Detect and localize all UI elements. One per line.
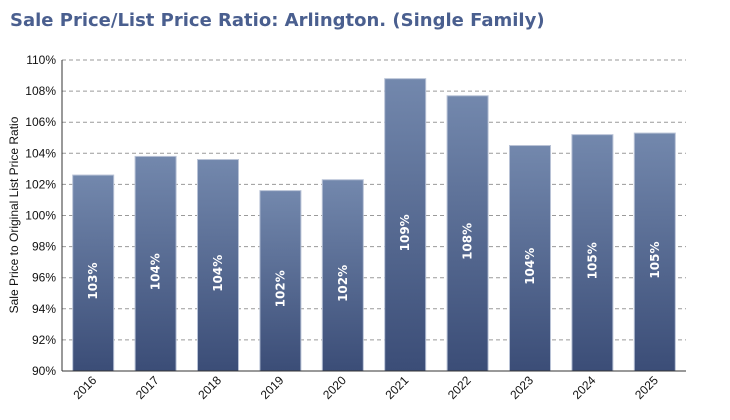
- chart-title: Sale Price/List Price Ratio: Arlington. …: [10, 10, 545, 31]
- bar-data-label: 104%: [211, 255, 225, 292]
- bar-data-label: 109%: [398, 214, 412, 251]
- bar-data-label: 105%: [648, 242, 662, 279]
- bar: [384, 78, 427, 372]
- y-tick-label: 96%: [32, 271, 56, 285]
- bar-data-label: 104%: [149, 253, 163, 290]
- x-tick-label: 2016: [71, 373, 100, 402]
- bar: [509, 145, 551, 372]
- bar-data-label: 105%: [585, 242, 599, 279]
- bar: [633, 132, 676, 372]
- y-tick-label: 90%: [32, 364, 56, 378]
- y-tick-labels: 90% 92% 94% 96% 98% 100% 102% 104% 106% 108% 110%: [25, 53, 56, 378]
- bar-data-label: 108%: [461, 223, 475, 260]
- x-tick-label: 2023: [507, 373, 536, 402]
- y-tick-label: 104%: [25, 146, 56, 160]
- y-tick-label: 110%: [26, 53, 56, 67]
- y-tick-label: 100%: [25, 209, 56, 223]
- bar: [446, 95, 489, 372]
- x-tick-label: 2021: [383, 373, 412, 402]
- y-tick-label: 98%: [32, 240, 56, 254]
- y-tick-label: 94%: [32, 302, 56, 316]
- y-tick-label: 92%: [32, 333, 56, 347]
- bar-data-label: 102%: [273, 270, 287, 307]
- x-tick-labels: 2016 2017 2018 2019 2020 2021 2022 2023 2024 2025: [71, 373, 662, 402]
- x-tick-label: 2019: [258, 373, 287, 402]
- x-tick-label: 2017: [133, 373, 162, 402]
- y-tick-label: 108%: [25, 84, 56, 98]
- y-axis-label: Sale Price to Original List Price Ratio: [7, 116, 21, 313]
- x-tick-label: 2020: [320, 373, 349, 402]
- bar: [134, 155, 177, 372]
- bar-data-label: 104%: [523, 248, 537, 285]
- x-tick-label: 2022: [445, 373, 474, 402]
- bar: [571, 134, 614, 372]
- x-tick-label: 2024: [570, 373, 599, 402]
- y-tick-label: 102%: [25, 177, 56, 191]
- axes: [61, 60, 686, 372]
- y-tick-label: 106%: [25, 115, 56, 129]
- x-tick-label: 2018: [195, 373, 224, 402]
- bars: 103% 104% 104% 102% 102% 109% 108% 104% 105% 105%: [72, 78, 676, 372]
- x-tick-label: 2025: [632, 373, 661, 402]
- bar-data-label: 102%: [336, 265, 350, 302]
- bar-data-label: 103%: [86, 262, 100, 299]
